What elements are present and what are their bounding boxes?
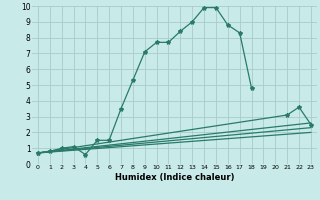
X-axis label: Humidex (Indice chaleur): Humidex (Indice chaleur) xyxy=(115,173,234,182)
